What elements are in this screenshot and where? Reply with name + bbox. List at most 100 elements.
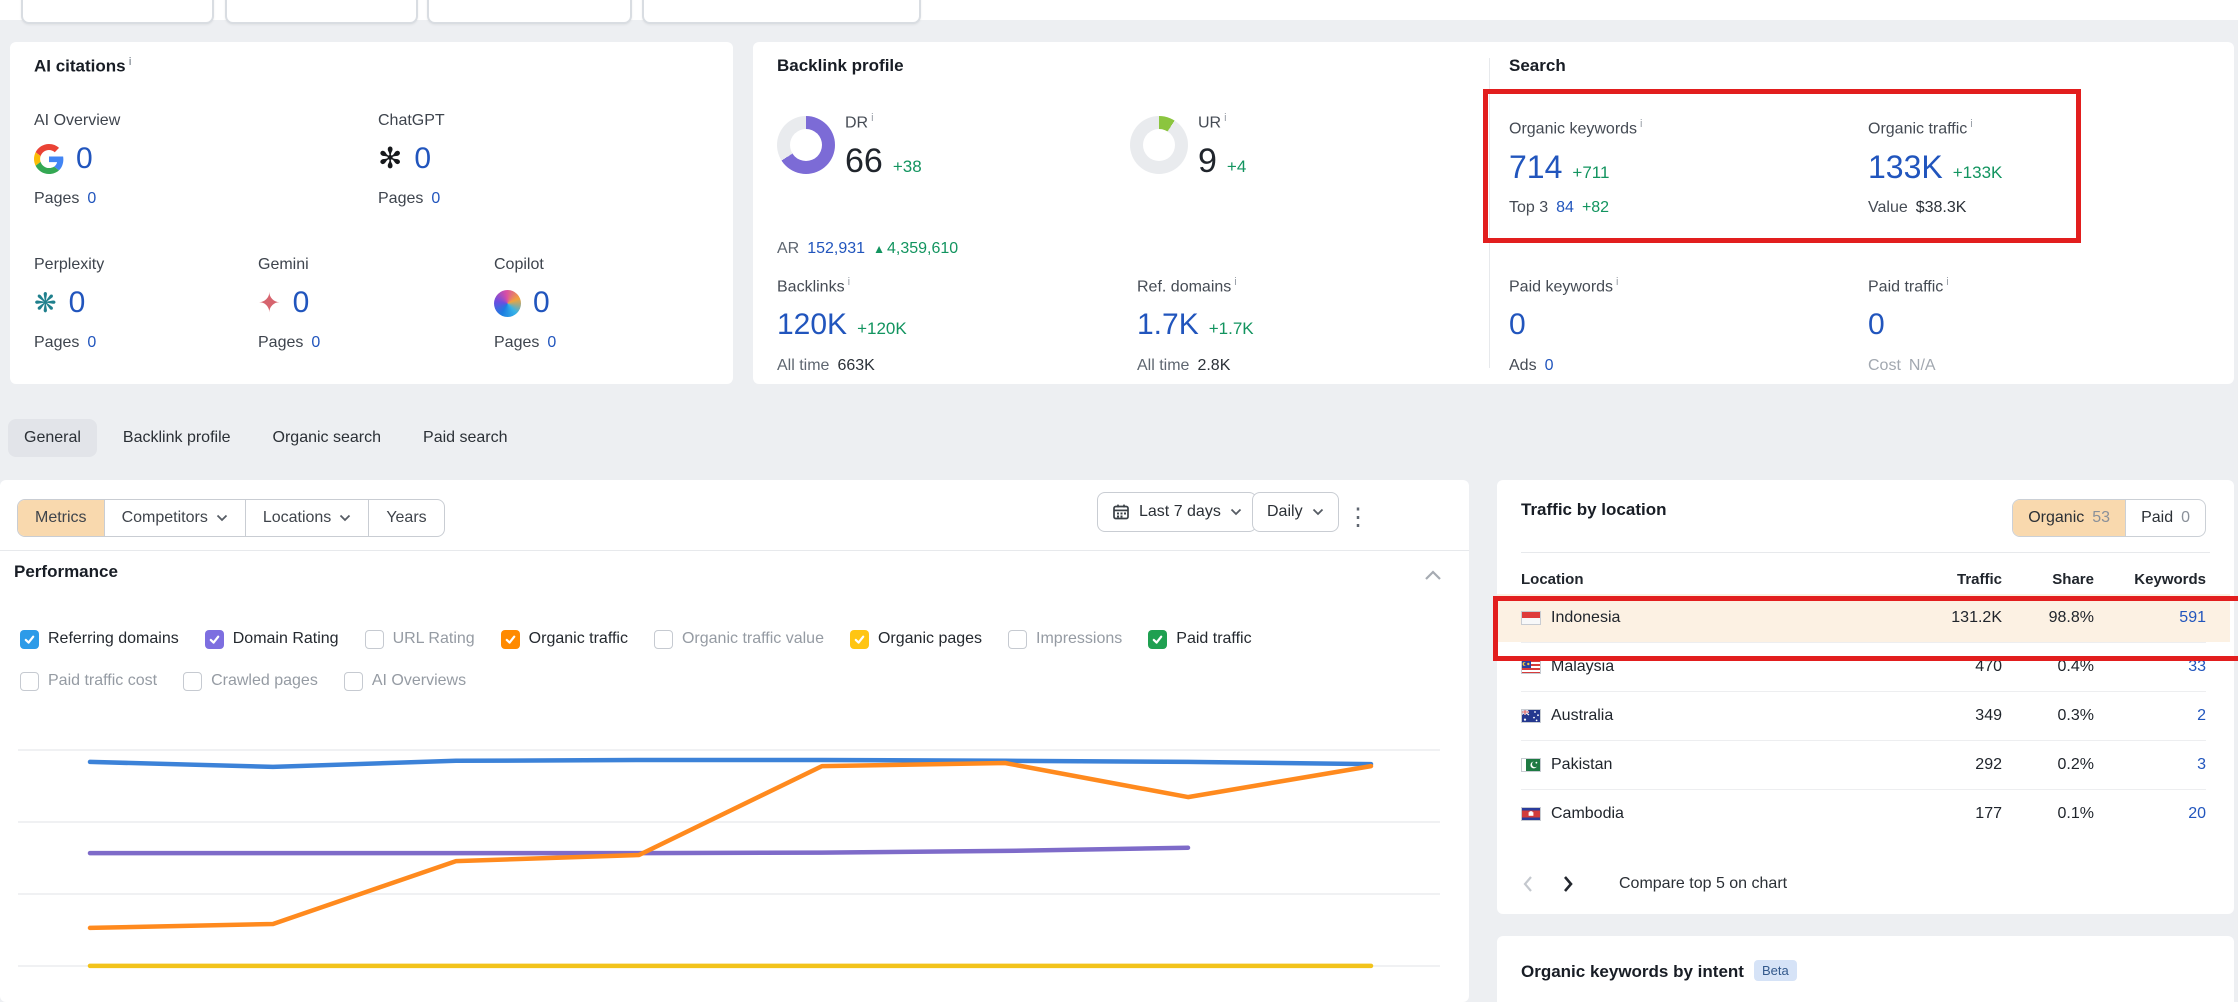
collapse-chevron-up-icon[interactable]: [1424, 568, 1442, 586]
dr-donut-gauge: [777, 116, 835, 174]
checkbox-ai-overviews[interactable]: AI Overviews: [343, 671, 467, 691]
topbar-box[interactable]: [225, 0, 418, 24]
tab-organic-search[interactable]: Organic search: [272, 429, 382, 446]
ads-label: Ads: [1509, 357, 1537, 375]
backlink-profile-title: Backlink profile: [777, 56, 904, 75]
more-options-kebab-icon[interactable]: ⋮: [1346, 504, 1370, 531]
checkbox-referring-domains[interactable]: Referring domains: [20, 629, 179, 649]
organic-keywords-value[interactable]: 714: [1509, 149, 1563, 186]
keywords-count-link[interactable]: 2: [2197, 707, 2206, 724]
info-icon[interactable]: i: [1224, 112, 1227, 124]
series-domain-rating: [87, 845, 1191, 856]
backlinks-delta: +120K: [857, 319, 907, 339]
keywords-by-intent-card: Organic keywords by intent Beta: [1497, 936, 2234, 1002]
top3-value-link[interactable]: 84: [1556, 199, 1574, 217]
ai-citations-count[interactable]: 0: [292, 286, 310, 319]
checked-box-icon: [1148, 629, 1168, 649]
checkbox-impressions[interactable]: Impressions: [1008, 629, 1122, 649]
paid-traffic-value[interactable]: 0: [1868, 308, 1885, 342]
country-name: Malaysia: [1551, 658, 1615, 675]
granularity-button[interactable]: Daily: [1252, 492, 1339, 532]
paid-keywords-stat: Paid keywords i 0 Ads 0: [1509, 276, 1619, 375]
compare-top5-link[interactable]: Compare top 5 on chart: [1619, 875, 1788, 892]
info-icon[interactable]: i: [1946, 276, 1949, 288]
organic-traffic-value[interactable]: 133K: [1868, 149, 1943, 186]
toggle-paid[interactable]: Paid 0: [2125, 500, 2205, 536]
filter-metrics[interactable]: Metrics: [18, 500, 104, 536]
authority-rank-row: AR 152,931 ▲ 4,359,610: [777, 240, 958, 258]
ai-citations-count[interactable]: 0: [533, 286, 550, 319]
card-divider: [1489, 58, 1490, 368]
ref-domains-value[interactable]: 1.7K: [1137, 308, 1199, 342]
next-page-icon[interactable]: [1561, 874, 1575, 894]
paid-keywords-value[interactable]: 0: [1509, 308, 1526, 342]
location-row-pakistan[interactable]: Pakistan 292 0.2% 3: [1521, 740, 2206, 789]
checkbox-paid-traffic[interactable]: Paid traffic: [1148, 629, 1252, 649]
pages-label: Pages: [258, 334, 304, 351]
ai-citations-count[interactable]: 0: [414, 142, 431, 175]
tab-general[interactable]: General: [8, 419, 97, 457]
pages-count-link[interactable]: 0: [547, 334, 557, 351]
checkbox-paid-traffic-cost[interactable]: Paid traffic cost: [20, 671, 157, 691]
topbar-box[interactable]: [642, 0, 921, 24]
organic-keywords-label: Organic keywords: [1509, 120, 1638, 138]
granularity-label: Daily: [1267, 503, 1303, 520]
ai-citations-count[interactable]: 0: [76, 142, 93, 175]
pages-count-link[interactable]: 0: [311, 334, 321, 351]
dr-label: DR: [845, 114, 869, 132]
traffic-value: 292: [1975, 756, 2002, 773]
checkbox-row: Referring domains Domain Rating URL Rating…: [20, 624, 1450, 654]
backlinks-value[interactable]: 120K: [777, 308, 848, 342]
keywords-count-link[interactable]: 20: [2188, 805, 2206, 822]
keywords-count-link[interactable]: 3: [2197, 756, 2206, 773]
checkbox-organic-pages[interactable]: Organic pages: [849, 629, 983, 649]
pages-count-link[interactable]: 0: [87, 334, 97, 351]
country-name: Australia: [1551, 707, 1614, 724]
date-range-button[interactable]: Last 7 days: [1097, 492, 1257, 532]
chevron-down-icon: [1312, 508, 1323, 516]
checkbox-label: Organic pages: [877, 630, 983, 647]
pages-label: Pages: [34, 190, 80, 207]
info-icon[interactable]: i: [128, 56, 132, 68]
info-icon[interactable]: i: [1616, 276, 1619, 288]
series-referring-domains: [87, 757, 1374, 770]
filter-years[interactable]: Years: [368, 500, 443, 536]
checkbox-organic-traffic-value[interactable]: Organic traffic value: [653, 629, 824, 649]
location-table-header: Location Traffic Share Keywords: [1521, 564, 2206, 594]
tab-backlink-profile[interactable]: Backlink profile: [122, 429, 231, 446]
pages-count-link[interactable]: 0: [87, 190, 97, 207]
topbar-box[interactable]: [21, 0, 214, 24]
filter-competitors[interactable]: Competitors: [103, 500, 245, 536]
ur-stat: UR i 9 +4: [1198, 112, 1246, 180]
location-row-malaysia[interactable]: Malaysia 470 0.4% 33: [1521, 642, 2206, 691]
keywords-count-link[interactable]: 33: [2188, 658, 2206, 675]
checkbox-label: Organic traffic value: [681, 630, 824, 647]
info-icon[interactable]: i: [1640, 118, 1643, 130]
tab-paid-search[interactable]: Paid search: [423, 429, 508, 446]
toggle-organic[interactable]: Organic 53: [2013, 500, 2126, 536]
info-icon[interactable]: i: [1234, 276, 1237, 288]
checkbox-organic-traffic[interactable]: Organic traffic: [500, 629, 628, 649]
location-row-cambodia[interactable]: Cambodia 177 0.1% 20: [1521, 789, 2206, 838]
info-icon[interactable]: i: [871, 112, 874, 124]
ai-citations-count[interactable]: 0: [68, 286, 86, 319]
metric-checkbox-rows: Referring domains Domain Rating URL Rating…: [20, 624, 1450, 708]
keywords-count-link[interactable]: 591: [2179, 609, 2206, 626]
checkbox-url-rating[interactable]: URL Rating: [364, 629, 475, 649]
filter-locations[interactable]: Locations: [244, 500, 369, 536]
checkbox-domain-rating[interactable]: Domain Rating: [204, 629, 339, 649]
checkbox-crawled-pages[interactable]: Crawled pages: [183, 671, 318, 691]
info-icon[interactable]: i: [1970, 118, 1973, 130]
location-row-indonesia[interactable]: Indonesia 131.2K 98.8% 591: [1497, 594, 2230, 642]
share-value: 0.1%: [2057, 805, 2094, 822]
ai-citations-title: AI citations i: [34, 56, 132, 77]
ar-value-link[interactable]: 152,931: [807, 240, 866, 257]
pages-count-link[interactable]: 0: [431, 190, 441, 207]
info-icon[interactable]: i: [847, 276, 851, 288]
ads-value-link[interactable]: 0: [1544, 357, 1554, 375]
location-row-australia[interactable]: Australia 349 0.3% 2: [1521, 691, 2206, 740]
topbar-box[interactable]: [427, 0, 632, 24]
prev-page-icon[interactable]: [1521, 874, 1535, 894]
checkbox-label: AI Overviews: [371, 672, 467, 689]
